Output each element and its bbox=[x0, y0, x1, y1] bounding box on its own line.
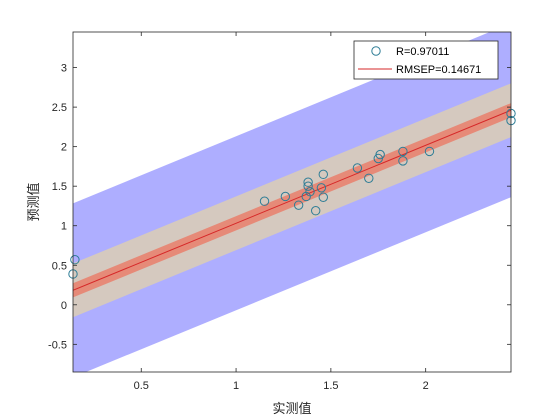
data-point bbox=[352, 163, 363, 173]
legend: R=0.97011 RMSEP=0.14671 bbox=[353, 40, 499, 80]
x-tick-label: 2 bbox=[423, 380, 429, 392]
x-axis-ticks: 0.5 1 1.5 2 bbox=[134, 32, 429, 392]
y-tick-label: 0.5 bbox=[52, 260, 67, 272]
y-tick-label: 3 bbox=[61, 63, 67, 75]
data-point bbox=[316, 183, 327, 193]
x-axis-label: 实测值 bbox=[272, 401, 311, 416]
y-tick-label: 0 bbox=[61, 300, 67, 312]
y-tick-label: 1 bbox=[61, 221, 67, 233]
data-point bbox=[318, 169, 328, 180]
scatter-points bbox=[68, 108, 516, 279]
data-point bbox=[311, 205, 321, 216]
data-point bbox=[424, 146, 435, 157]
regression-line bbox=[73, 109, 511, 291]
x-tick-label: 1 bbox=[233, 380, 239, 392]
fit-line bbox=[73, 109, 511, 291]
data-point bbox=[303, 177, 313, 187]
data-point bbox=[364, 173, 374, 183]
axes bbox=[72, 31, 512, 373]
data-point bbox=[305, 187, 315, 197]
y-tick-label: -0.5 bbox=[48, 339, 67, 351]
data-point bbox=[259, 196, 270, 206]
legend-label-rmsep: RMSEP=0.14671 bbox=[396, 64, 481, 76]
y-tick-label: 2.5 bbox=[52, 102, 67, 114]
legend-label-r: R=0.97011 bbox=[396, 46, 449, 58]
legend-marker-icon bbox=[371, 46, 381, 56]
y-tick-label: 2 bbox=[61, 142, 67, 154]
data-point bbox=[70, 255, 80, 265]
y-axis-label: 预测值 bbox=[26, 182, 41, 221]
x-tick-label: 1.5 bbox=[323, 380, 338, 392]
data-point bbox=[375, 149, 385, 160]
data-point bbox=[293, 200, 304, 210]
x-tick-label: 0.5 bbox=[134, 380, 149, 392]
data-point bbox=[398, 156, 408, 166]
data-point bbox=[318, 192, 328, 202]
data-point bbox=[303, 181, 313, 191]
data-point bbox=[398, 146, 408, 157]
y-axis-ticks: -0.5 0 0.5 1 1.5 2 2.5 3 bbox=[48, 63, 511, 351]
y-tick-label: 1.5 bbox=[52, 181, 67, 193]
data-point bbox=[280, 191, 291, 202]
